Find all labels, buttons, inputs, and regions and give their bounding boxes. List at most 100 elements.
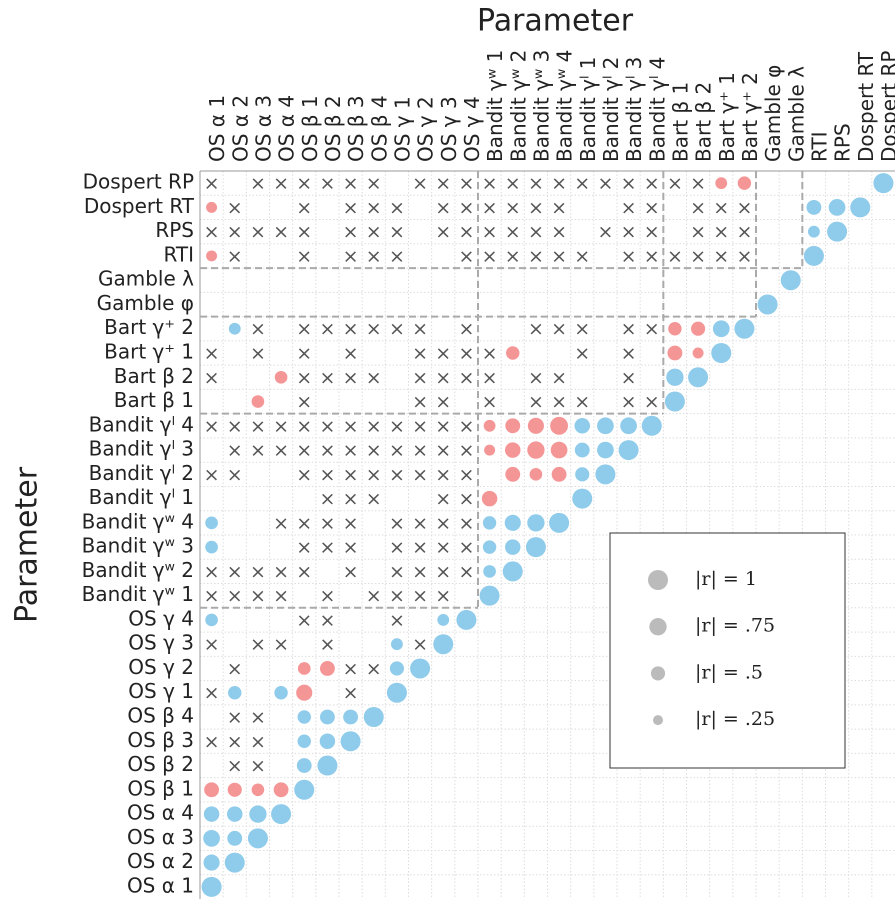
non-significant-mark: × xyxy=(644,197,660,219)
y-tick-label: OS γ 4 xyxy=(128,606,194,630)
non-significant-mark: × xyxy=(319,173,335,195)
non-significant-mark: × xyxy=(667,173,683,195)
non-significant-mark: × xyxy=(204,634,220,656)
non-significant-mark: × xyxy=(250,221,266,243)
non-significant-mark: × xyxy=(273,585,289,607)
correlation-dot xyxy=(228,686,242,700)
correlation-dot xyxy=(715,177,728,190)
non-significant-mark: × xyxy=(296,609,312,631)
non-significant-mark: × xyxy=(621,391,637,413)
y-tick-label: OS γ 3 xyxy=(128,631,194,655)
non-significant-mark: × xyxy=(343,173,359,195)
correlation-dot xyxy=(506,346,520,360)
correlation-dot xyxy=(527,441,545,459)
non-significant-mark: × xyxy=(667,245,683,267)
non-significant-mark: × xyxy=(366,173,382,195)
correlation-dot xyxy=(483,419,496,432)
non-significant-mark: × xyxy=(412,415,428,437)
y-tick-label: Bart γ⁺ 1 xyxy=(104,340,194,364)
non-significant-mark: × xyxy=(204,682,220,704)
non-significant-mark: × xyxy=(690,221,706,243)
non-significant-mark: × xyxy=(319,367,335,389)
non-significant-mark: × xyxy=(435,173,451,195)
correlation-dot xyxy=(505,418,521,434)
x-tick-label: RTI xyxy=(807,131,831,162)
correlation-dot xyxy=(228,322,241,335)
non-significant-mark: × xyxy=(551,197,567,219)
correlation-dot xyxy=(803,245,824,266)
correlation-dot xyxy=(320,661,335,676)
non-significant-mark: × xyxy=(389,561,405,583)
non-significant-mark: × xyxy=(366,585,382,607)
correlation-dot xyxy=(550,441,568,459)
y-tick-label: Bandit γˡ 4 xyxy=(89,412,194,436)
non-significant-mark: × xyxy=(621,343,637,365)
non-significant-mark: × xyxy=(713,197,729,219)
correlation-dot xyxy=(204,782,219,798)
x-tick-label: Bandit γʷ 1 xyxy=(483,50,507,162)
correlation-dot xyxy=(692,347,704,359)
non-significant-mark: × xyxy=(713,245,729,267)
y-tick-label: OS α 4 xyxy=(127,801,194,825)
correlation-dot xyxy=(482,540,497,554)
non-significant-mark: × xyxy=(690,173,706,195)
correlation-dot xyxy=(641,415,662,436)
non-significant-mark: × xyxy=(227,755,243,777)
non-significant-mark: × xyxy=(458,318,474,340)
correlation-dot xyxy=(483,565,496,578)
y-tick-label: OS β 1 xyxy=(127,776,194,800)
non-significant-mark: × xyxy=(482,391,498,413)
non-significant-mark: × xyxy=(250,440,266,462)
non-significant-mark: × xyxy=(319,609,335,631)
y-tick-label: OS γ 2 xyxy=(128,655,194,679)
non-significant-mark: × xyxy=(574,173,590,195)
correlation-dot xyxy=(529,468,543,481)
correlation-dot xyxy=(205,613,218,627)
correlation-dot xyxy=(620,417,637,435)
y-tick-label: Dospert RP xyxy=(83,170,194,194)
non-significant-mark: × xyxy=(458,173,474,195)
non-significant-mark: × xyxy=(366,488,382,510)
correlation-dot xyxy=(203,854,220,871)
non-significant-mark: × xyxy=(273,173,289,195)
x-tick-label: Bandit γˡ 3 xyxy=(622,57,646,162)
non-significant-mark: × xyxy=(389,197,405,219)
correlation-dot xyxy=(389,661,404,676)
non-significant-mark: × xyxy=(227,561,243,583)
non-significant-mark: × xyxy=(482,343,498,365)
non-significant-mark: × xyxy=(343,464,359,486)
non-significant-mark: × xyxy=(204,415,220,437)
non-significant-mark: × xyxy=(435,537,451,559)
non-significant-mark: × xyxy=(528,245,544,267)
non-significant-mark: × xyxy=(528,173,544,195)
non-significant-mark: × xyxy=(389,585,405,607)
x-tick-label: OS α 1 xyxy=(205,95,229,162)
x-tick-label: Gamble φ xyxy=(761,65,785,162)
non-significant-mark: × xyxy=(296,512,312,534)
correlation-dot xyxy=(664,391,685,412)
legend-dot xyxy=(649,618,667,636)
non-significant-mark: × xyxy=(412,343,428,365)
non-significant-mark: × xyxy=(343,512,359,534)
non-significant-mark: × xyxy=(713,221,729,243)
legend-label: |r| = .5 xyxy=(695,661,763,683)
non-significant-mark: × xyxy=(366,440,382,462)
correlation-dot xyxy=(502,561,523,582)
x-tick-label: Dospert RT xyxy=(854,51,878,162)
non-significant-mark: × xyxy=(389,512,405,534)
correlation-dot xyxy=(274,370,288,384)
correlation-dot xyxy=(205,540,218,554)
y-tick-label: Bart β 2 xyxy=(114,364,194,388)
non-significant-mark: × xyxy=(412,391,428,413)
correlation-dot xyxy=(666,368,684,386)
non-significant-mark: × xyxy=(296,221,312,243)
correlation-dot xyxy=(206,201,218,213)
non-significant-mark: × xyxy=(736,221,752,243)
non-significant-mark: × xyxy=(227,197,243,219)
non-significant-mark: × xyxy=(435,367,451,389)
chart-title: Parameter xyxy=(477,4,634,39)
correlation-dot xyxy=(227,782,242,797)
non-significant-mark: × xyxy=(250,585,266,607)
non-significant-mark: × xyxy=(412,367,428,389)
non-significant-mark: × xyxy=(412,585,428,607)
